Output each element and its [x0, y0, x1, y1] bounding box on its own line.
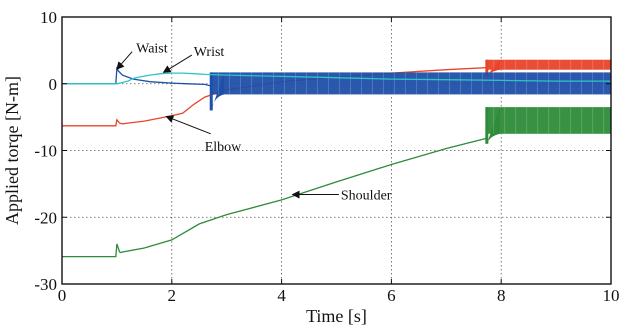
series-band-transition-elbow [486, 59, 500, 76]
x-axis-label: Time [s] [306, 306, 367, 326]
x-tick-label: 6 [387, 286, 396, 305]
series-band-waist [211, 72, 612, 95]
annotation-label-waist: Waist [136, 42, 168, 57]
x-tick-label: 2 [168, 286, 177, 305]
y-tick-label: 0 [49, 75, 58, 94]
plot-area [62, 17, 612, 284]
x-tick-label: 0 [58, 286, 67, 305]
annotations: Waist Wrist Elbow Shoulder [116, 42, 392, 204]
axes: 0 2 4 6 8 10 10 0 -10 -20 -30 [34, 8, 619, 305]
annotation-arrow-waist [116, 51, 133, 70]
series-line-shoulder [62, 137, 486, 258]
y-axis-label: Applied torqe [N-m] [2, 76, 22, 225]
series-line-wrist [62, 72, 611, 85]
y-tick-label: -30 [34, 275, 57, 294]
plot-background [62, 17, 611, 284]
annotation-label-wrist: Wrist [194, 45, 225, 60]
y-tick-label: -10 [34, 142, 57, 161]
x-tick-label: 10 [603, 286, 620, 305]
annotation-label-elbow: Elbow [205, 140, 242, 155]
series-band-elbow [486, 59, 611, 70]
annotation-arrow-elbow [165, 115, 211, 135]
x-tick-label: 4 [277, 286, 286, 305]
y-tick-label: 10 [40, 8, 57, 27]
annotation-label-shoulder: Shoulder [341, 189, 392, 204]
annotation-arrow-wrist [162, 54, 193, 73]
series-band-shoulder [486, 107, 611, 134]
y-tick-label: -20 [34, 208, 57, 227]
x-tick-label: 8 [497, 286, 506, 305]
